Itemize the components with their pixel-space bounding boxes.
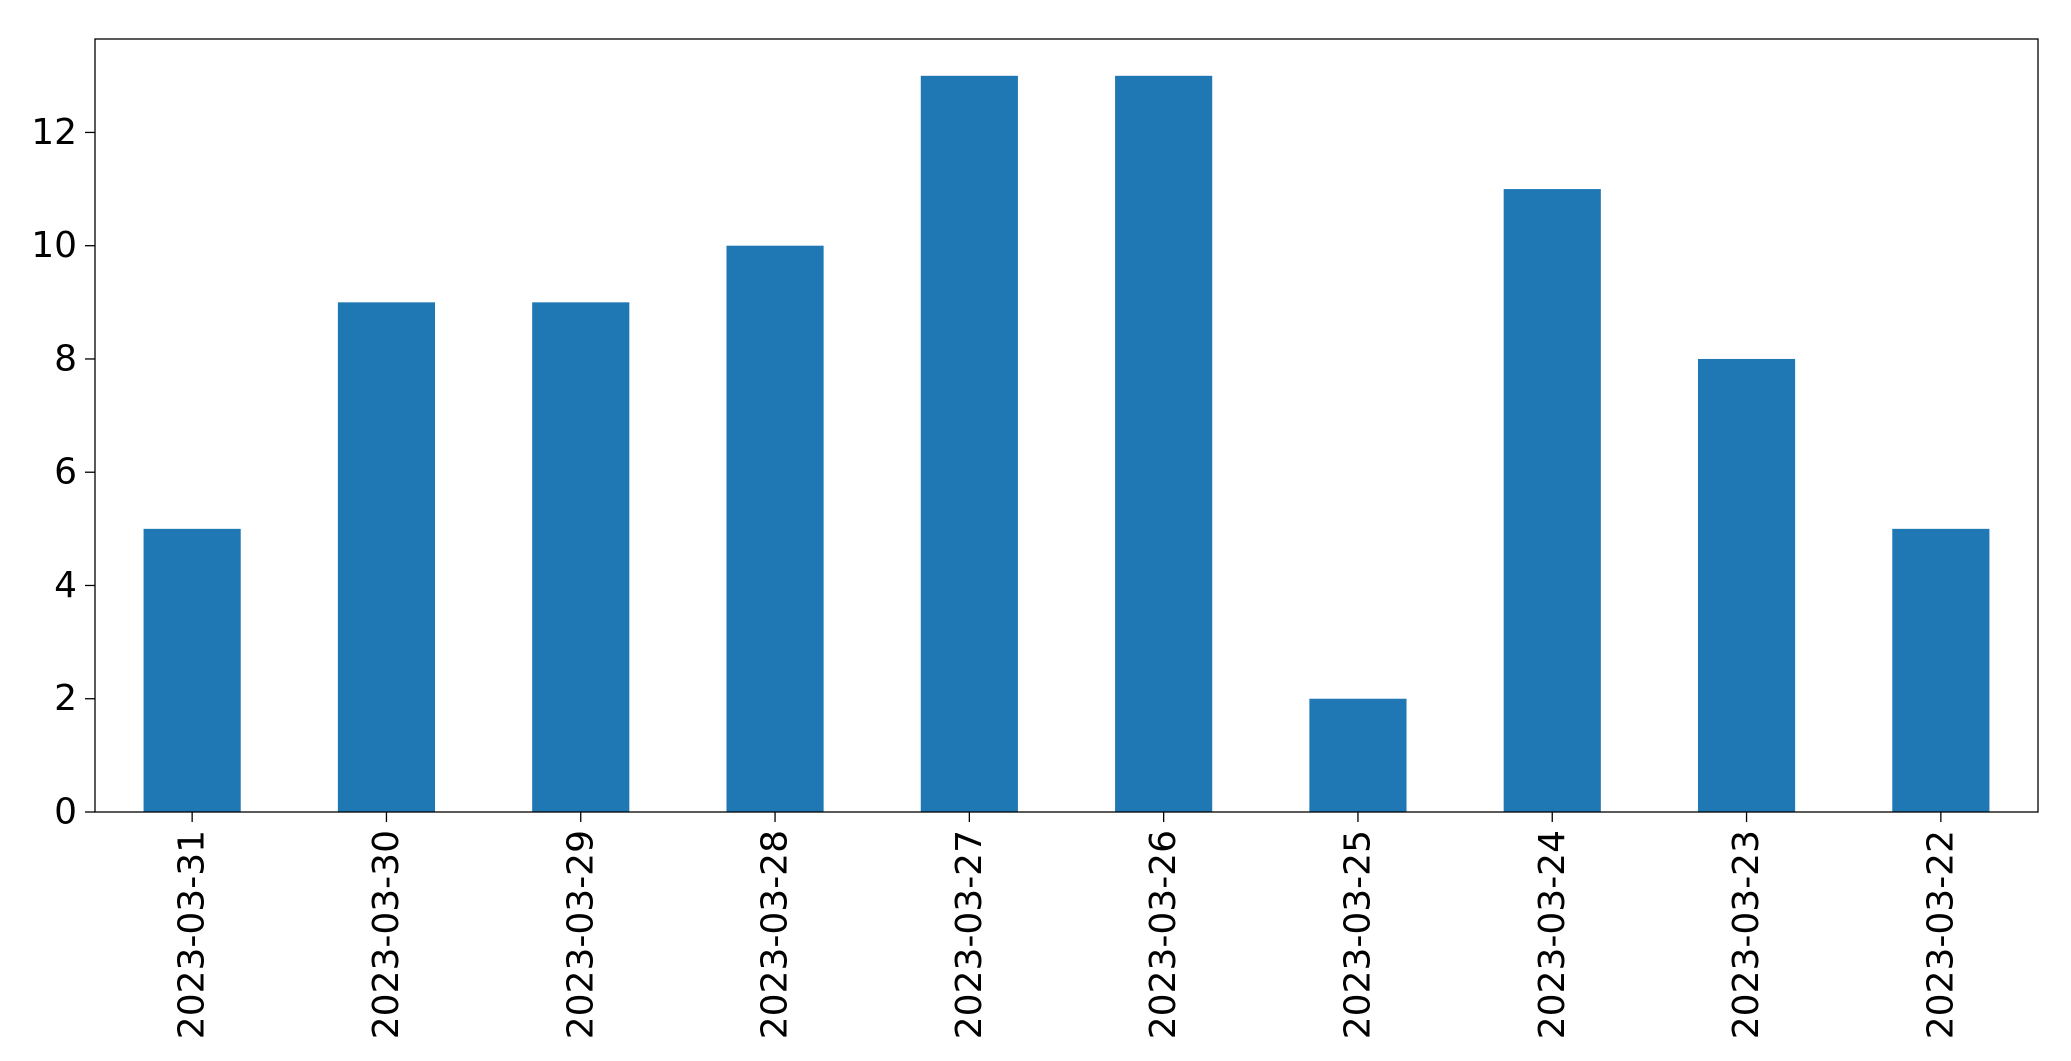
y-tick-label: 0: [54, 792, 77, 833]
x-tick-label: 2023-03-26: [1143, 830, 1184, 1039]
x-tick-label: 2023-03-24: [1532, 830, 1573, 1039]
x-tick-label: 2023-03-31: [172, 830, 213, 1039]
y-tick-label: 4: [54, 565, 77, 606]
plot-area: [94, 38, 2039, 813]
bar-2023-03-28: [726, 245, 824, 812]
bar-2023-03-22: [1892, 528, 1990, 812]
bar-2023-03-24: [1503, 189, 1601, 813]
y-tick-label: 6: [54, 452, 77, 493]
y-tick-label: 2: [54, 678, 77, 719]
bar-2023-03-31: [143, 528, 241, 812]
x-tick-label: 2023-03-23: [1726, 830, 1767, 1039]
bars-group: [143, 75, 1990, 813]
x-tick-label: 2023-03-22: [1920, 830, 1961, 1039]
bar-2023-03-30: [337, 302, 436, 812]
bar-2023-03-26: [1115, 75, 1213, 813]
y-tick-label: 8: [54, 338, 77, 379]
bar-2023-03-23: [1697, 358, 1796, 812]
bar-2023-03-29: [532, 302, 630, 812]
y-axis: 0 2 4 6 8 10 12: [31, 112, 95, 833]
x-tick-label: 2023-03-27: [949, 830, 990, 1039]
bar-2023-03-25: [1309, 698, 1407, 812]
bar-2023-03-27: [920, 75, 1018, 813]
x-tick-label: 2023-03-25: [1337, 830, 1378, 1039]
x-tick-label: 2023-03-30: [366, 830, 407, 1039]
plot-frame: [94, 38, 2039, 813]
y-tick-label: 12: [31, 112, 77, 153]
x-tick-label: 2023-03-28: [755, 830, 796, 1039]
x-axis: 2023-03-31 2023-03-30 2023-03-29 2023-03-28…: [172, 812, 1961, 1039]
x-tick-label: 2023-03-29: [560, 830, 601, 1039]
y-tick-label: 10: [31, 225, 77, 266]
